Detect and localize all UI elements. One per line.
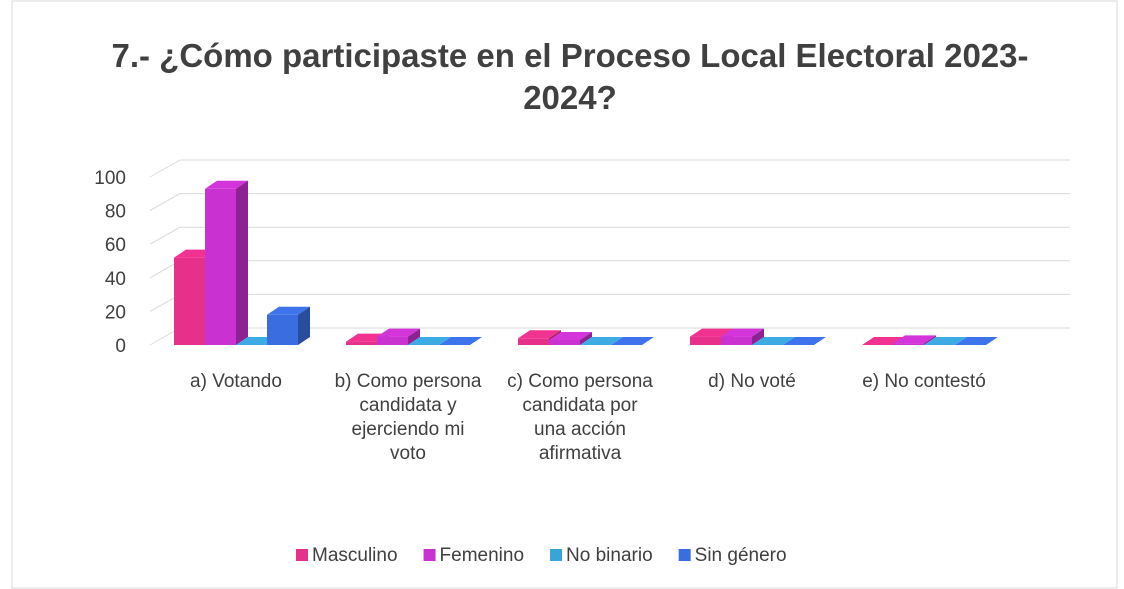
bar-top	[205, 180, 248, 189]
bar	[267, 314, 298, 345]
legend-label: No binario	[566, 545, 653, 566]
bar-top	[721, 328, 764, 337]
legend-label: Femenino	[440, 545, 525, 566]
x-tick-label: a) Votando	[190, 371, 282, 392]
bar	[549, 339, 580, 345]
bar-side	[236, 180, 248, 345]
legend-swatch	[678, 549, 691, 561]
x-tick-label: d) No voté	[708, 371, 796, 392]
chart-title: 7.- ¿Cómo participaste en el Proceso Loc…	[111, 37, 1029, 116]
bar-top	[690, 328, 733, 337]
bar-side	[408, 328, 420, 345]
bar-top	[518, 330, 561, 339]
bar-top	[580, 337, 623, 345]
y-tick-label: 40	[105, 269, 126, 290]
bar-top	[611, 337, 654, 345]
x-tick-label: b) Como persona candidata y ejerciendo m…	[334, 371, 482, 464]
bar-top	[408, 337, 451, 345]
bar	[377, 336, 408, 345]
bar	[690, 336, 721, 345]
bar-side	[752, 328, 764, 345]
x-tick-label: c) Como persona candidata por una acción…	[507, 371, 653, 464]
bar-top	[377, 328, 420, 337]
bar-side	[924, 335, 936, 345]
bar-top	[924, 337, 967, 345]
bar	[518, 338, 549, 345]
bar-top	[893, 335, 936, 344]
x-tick-label: e) No contestó	[862, 371, 986, 392]
bar-top	[783, 337, 826, 345]
bar	[721, 336, 752, 345]
legend-swatch	[423, 549, 436, 561]
grid-line-side	[149, 159, 181, 178]
grid-line-side	[149, 193, 181, 212]
bar-side	[580, 331, 592, 345]
y-tick-label: 80	[105, 202, 126, 223]
y-tick-label: 20	[105, 302, 126, 323]
bar	[174, 257, 205, 345]
bar-top	[549, 331, 592, 340]
bar-top	[267, 306, 310, 315]
y-tick-label: 0	[115, 336, 126, 357]
bar-top	[752, 337, 795, 345]
y-tick-label: 100	[94, 168, 126, 189]
bar-top	[439, 337, 482, 345]
bar-side	[298, 306, 310, 345]
bar-top	[955, 337, 998, 345]
bar	[346, 341, 377, 345]
grid-line-side	[149, 226, 181, 245]
legend-label: Sin género	[695, 545, 787, 566]
chart-border	[11, 0, 1118, 589]
legend-swatch	[550, 549, 563, 561]
bar	[205, 188, 236, 345]
legend-label: Masculino	[312, 545, 398, 566]
legend-swatch	[296, 549, 308, 561]
y-tick-label: 60	[105, 235, 126, 256]
bar	[893, 343, 924, 345]
